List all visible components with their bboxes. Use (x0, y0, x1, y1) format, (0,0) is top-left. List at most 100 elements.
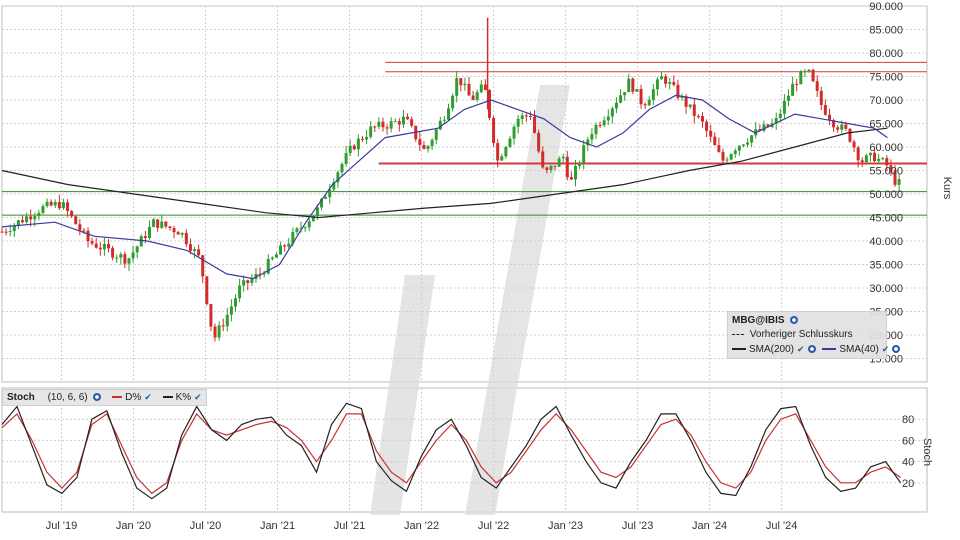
candle-body (377, 121, 381, 127)
candle-body (705, 121, 709, 131)
candle-body (393, 121, 397, 123)
candle-body (856, 147, 860, 161)
candle-body (385, 127, 389, 129)
candle-body (221, 325, 225, 327)
candle-body (438, 120, 442, 130)
candle-body (369, 126, 373, 137)
legend-d[interactable]: D% ✔ (112, 392, 152, 403)
candle-body (836, 127, 840, 130)
candle-body (401, 116, 405, 125)
candle-body (184, 232, 188, 245)
candle-body (442, 119, 446, 121)
legend-prev-close-row[interactable]: Vorheriger Schlusskurs (732, 328, 853, 342)
legend-symbol-row[interactable]: MBG@IBIS (732, 314, 799, 328)
candle-body (463, 83, 467, 86)
candle-body (295, 228, 299, 232)
candle-body (340, 163, 344, 173)
candle-body (864, 155, 868, 163)
x-tick-label: Jan '21 (260, 520, 295, 532)
stoch-k-line (1, 402, 902, 500)
check-icon[interactable]: ✔ (797, 344, 805, 354)
candle-body (475, 92, 479, 100)
candle-body (537, 132, 541, 152)
candle-body (287, 243, 291, 247)
candle-body (74, 216, 78, 225)
candle-body (471, 95, 475, 100)
candle-body (844, 124, 848, 129)
candle-body (696, 115, 700, 117)
check-icon[interactable]: ✔ (144, 392, 152, 402)
candle-body (213, 326, 217, 338)
candle-body (729, 154, 733, 160)
price-tick-label: 65.000 (869, 119, 903, 131)
candle-body (684, 96, 688, 107)
candle-body (455, 78, 459, 96)
candle-body (422, 144, 426, 149)
candle-body (479, 84, 483, 93)
candle-body (815, 81, 819, 91)
candle-body (557, 158, 561, 167)
candle-body (782, 100, 786, 114)
candle-body (692, 104, 696, 116)
candle-body (545, 167, 549, 170)
price-tick-label: 70.000 (869, 95, 903, 107)
candlesticks (0, 17, 901, 342)
stoch-title[interactable]: Stoch (7, 392, 35, 403)
price-tick-label: 30.000 (869, 283, 903, 295)
candle-body (774, 117, 778, 124)
candle-body (147, 226, 151, 238)
candle-body (459, 78, 463, 86)
candle-body (49, 201, 53, 206)
candle-body (750, 135, 754, 143)
gear-icon[interactable] (790, 316, 799, 325)
candle-body (123, 254, 127, 264)
price-tick-label: 80.000 (869, 48, 903, 60)
candle-body (270, 257, 274, 260)
candle-body (418, 139, 422, 145)
candle-body (819, 90, 823, 105)
sma200-swatch (732, 348, 746, 351)
candle-body (217, 325, 221, 338)
candle-body (631, 78, 635, 92)
candle-body (541, 151, 545, 168)
gear-icon[interactable] (807, 345, 816, 354)
sma40-line (1, 94, 888, 280)
legend-sma40[interactable]: SMA(40) (839, 344, 879, 355)
candle-body (160, 221, 164, 228)
candle-body (111, 248, 115, 258)
legend-sma-row: SMA(200) ✔ SMA(40) ✔ (732, 342, 901, 356)
candle-body (823, 104, 827, 115)
candle-body (606, 116, 610, 121)
candle-body (311, 216, 315, 222)
candle-body (53, 202, 57, 206)
candle-body (700, 116, 704, 122)
check-icon[interactable]: ✔ (194, 392, 202, 402)
x-tick-label: Jan '22 (404, 520, 439, 532)
k-swatch (162, 396, 173, 399)
candle-body (201, 255, 205, 277)
candle-body (8, 231, 12, 233)
price-tick-label: 85.000 (869, 25, 903, 37)
legend-sma200[interactable]: SMA(200) (749, 344, 795, 355)
candle-body (483, 84, 487, 91)
legend-k[interactable]: K% ✔ (162, 392, 202, 403)
candle-body (627, 78, 631, 93)
candle-body (250, 278, 254, 283)
candle-body (78, 224, 82, 231)
legend-prev-close: Vorheriger Schlusskurs (749, 329, 853, 340)
check-icon[interactable]: ✔ (881, 344, 890, 354)
candle-body (832, 120, 836, 128)
candle-body (389, 121, 393, 129)
candle-body (397, 121, 401, 125)
candle-body (193, 249, 197, 251)
candle-body (315, 207, 319, 217)
gear-icon[interactable] (892, 345, 901, 354)
candle-body (344, 153, 348, 164)
gear-icon[interactable] (93, 393, 102, 402)
candle-body (4, 231, 8, 233)
candle-body (381, 121, 385, 128)
candle-body (873, 152, 877, 162)
candle-body (860, 160, 864, 163)
